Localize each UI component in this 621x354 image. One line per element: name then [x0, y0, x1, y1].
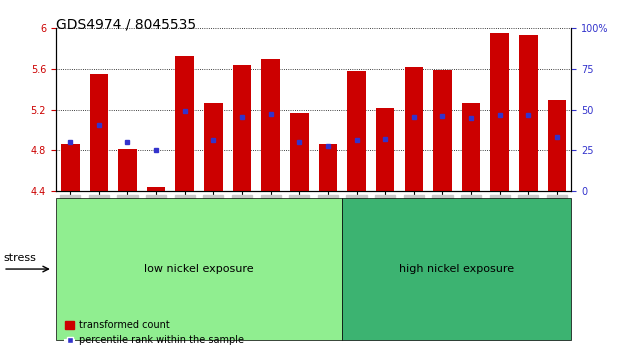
Bar — [462, 103, 481, 191]
Bar — [204, 103, 223, 191]
Bar — [319, 144, 337, 191]
Bar — [118, 149, 137, 191]
Bar — [548, 99, 566, 191]
Bar — [176, 56, 194, 191]
Bar — [290, 113, 309, 191]
Bar — [261, 59, 280, 191]
Text: GDS4974 / 8045535: GDS4974 / 8045535 — [56, 18, 196, 32]
Text: low nickel exposure: low nickel exposure — [144, 264, 254, 274]
Bar — [347, 71, 366, 191]
Bar — [433, 70, 451, 191]
Bar — [519, 35, 538, 191]
Bar — [61, 144, 79, 191]
Bar — [89, 74, 108, 191]
Bar — [147, 187, 165, 191]
Bar — [376, 108, 394, 191]
Bar — [491, 33, 509, 191]
Text: stress: stress — [3, 253, 36, 263]
Text: high nickel exposure: high nickel exposure — [399, 264, 514, 274]
Legend: transformed count, percentile rank within the sample: transformed count, percentile rank withi… — [61, 316, 248, 349]
Bar — [404, 67, 423, 191]
Bar — [233, 65, 252, 191]
